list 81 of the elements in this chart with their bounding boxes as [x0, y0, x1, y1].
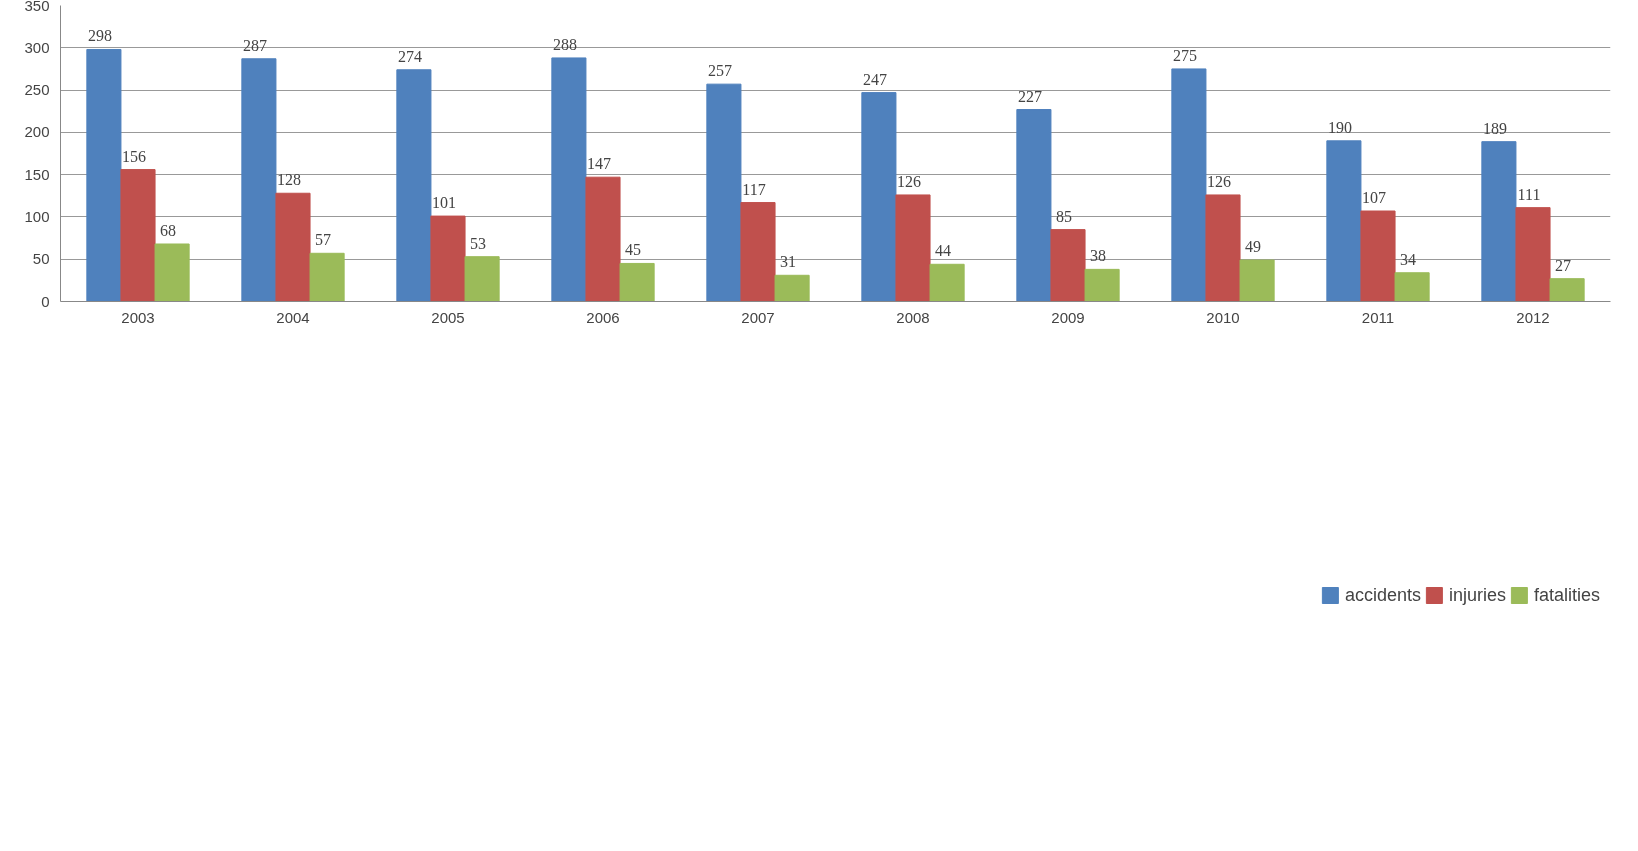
data-label: 189 — [1482, 119, 1507, 137]
bar — [309, 252, 345, 302]
data-label: 107 — [1362, 189, 1386, 207]
bar — [551, 57, 587, 302]
bar — [86, 48, 122, 302]
data-label: 126 — [1207, 172, 1231, 190]
data-label: 147 — [587, 155, 611, 173]
bar — [154, 243, 190, 302]
bar — [241, 58, 277, 302]
data-label: 227 — [1017, 87, 1042, 105]
data-label: 111 — [1517, 185, 1541, 203]
legend-label: fatalities — [1533, 584, 1600, 606]
data-label: 57 — [315, 231, 332, 249]
bar — [1326, 140, 1362, 302]
data-label: 275 — [1172, 46, 1197, 64]
bar — [1205, 194, 1241, 302]
data-label: 298 — [87, 27, 112, 45]
data-label: 49 — [1245, 238, 1262, 256]
data-label: 156 — [122, 147, 146, 165]
y-tick-label: 50 — [32, 250, 50, 268]
bar — [1481, 141, 1517, 302]
x-tick-label: 2004 — [276, 308, 310, 326]
data-label: 274 — [397, 47, 422, 65]
data-label: 247 — [862, 70, 887, 88]
x-tick-label: 2005 — [431, 308, 465, 326]
bar — [464, 256, 500, 302]
data-label: 31 — [780, 253, 797, 271]
bar — [1515, 207, 1551, 302]
data-label: 53 — [470, 234, 487, 252]
data-label: 190 — [1327, 118, 1352, 136]
data-label: 126 — [897, 172, 921, 190]
bar — [1171, 68, 1207, 302]
data-label: 287 — [242, 36, 267, 54]
x-tick-label: 2007 — [741, 308, 775, 326]
data-label: 128 — [277, 171, 301, 189]
bar — [120, 169, 156, 302]
legend-label: injuries — [1448, 584, 1506, 606]
x-tick-label: 2003 — [121, 308, 155, 326]
bar — [585, 176, 621, 302]
y-tick-label: 350 — [24, 0, 50, 14]
data-label: 38 — [1090, 247, 1107, 265]
y-tick-label: 300 — [24, 38, 50, 56]
data-label: 85 — [1056, 207, 1072, 225]
bar — [1050, 229, 1086, 302]
bar — [430, 215, 466, 302]
bar — [861, 92, 897, 302]
y-tick-label: 100 — [24, 207, 50, 225]
data-label: 288 — [552, 35, 577, 53]
bar — [619, 262, 655, 302]
bar — [895, 194, 931, 302]
x-tick-label: 2012 — [1516, 308, 1550, 326]
bar — [1239, 259, 1275, 302]
x-tick-label: 2009 — [1051, 308, 1085, 326]
bar — [1394, 272, 1430, 302]
data-label: 117 — [742, 180, 766, 198]
bar — [740, 202, 776, 302]
bar — [706, 83, 742, 302]
y-tick-label: 250 — [24, 81, 50, 99]
y-tick-label: 0 — [41, 292, 50, 310]
y-tick-label: 150 — [24, 165, 50, 183]
x-tick-label: 2010 — [1206, 308, 1240, 326]
bar — [774, 274, 810, 302]
data-label: 44 — [935, 242, 952, 260]
data-label: 68 — [160, 221, 177, 239]
data-label: 27 — [1555, 256, 1572, 274]
data-label: 101 — [432, 194, 456, 212]
bar — [929, 263, 965, 302]
x-tick-label: 2008 — [896, 308, 930, 326]
data-label: 34 — [1400, 250, 1417, 268]
bar — [275, 192, 311, 302]
bar — [1549, 278, 1585, 302]
bar — [1360, 210, 1396, 302]
bar — [396, 69, 432, 302]
bar — [1084, 268, 1120, 302]
data-label: 45 — [625, 241, 642, 259]
data-label: 257 — [707, 62, 732, 80]
x-tick-label: 2011 — [1361, 308, 1395, 326]
bar — [1016, 109, 1052, 302]
x-tick-label: 2006 — [586, 308, 620, 326]
legend-label: accidents — [1344, 584, 1421, 606]
y-tick-label: 200 — [24, 123, 50, 141]
